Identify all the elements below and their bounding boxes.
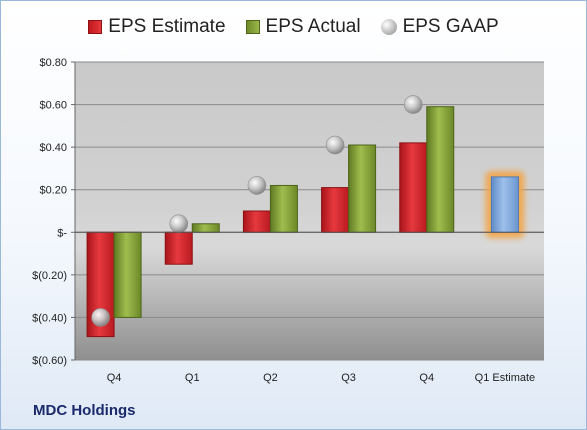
bar-eps-actual <box>113 231 142 318</box>
x-tick-label: Q4 <box>107 372 122 384</box>
marker-eps-gaap <box>325 135 345 155</box>
bar-eps-actual <box>191 223 220 233</box>
y-tick-label: $(0.40) <box>32 312 67 324</box>
legend-item-gaap: EPS GAAP <box>380 16 499 38</box>
x-tick-label: Q1 <box>185 372 200 384</box>
y-tick-label: $0.20 <box>39 185 67 197</box>
bar-eps-estimate <box>164 231 193 265</box>
legend-item-actual: EPS Actual <box>245 16 361 38</box>
y-tick-label: $(0.60) <box>32 355 67 367</box>
marker-eps-gaap <box>91 308 110 327</box>
x-tick-label: Q1 Estimate <box>475 372 536 384</box>
plot-area <box>75 62 544 360</box>
marker-eps-gaap <box>247 176 267 195</box>
legend-item-estimate: EPS Estimate <box>88 16 226 38</box>
bar-eps-actual <box>426 106 455 233</box>
legend-label-gaap: EPS GAAP <box>402 16 499 37</box>
bar-eps-estimate <box>242 210 271 233</box>
y-tick-label: $0.40 <box>39 142 67 154</box>
y-tick-label: $- <box>57 227 67 239</box>
y-tick-label: $0.60 <box>39 100 67 112</box>
marker-eps-gaap <box>169 214 189 234</box>
legend-swatch-estimate <box>88 20 103 34</box>
legend-label-estimate: EPS Estimate <box>108 16 226 37</box>
y-tick-label: $(0.20) <box>32 270 67 282</box>
bar-eps-actual <box>348 144 377 233</box>
x-tick-label: Q3 <box>341 372 356 384</box>
company-name: MDC Holdings <box>33 402 136 419</box>
bar-eps-actual <box>269 184 298 233</box>
marker-eps-gaap <box>403 95 423 114</box>
legend-swatch-actual <box>245 20 260 34</box>
y-tick-label: $0.80 <box>39 57 67 69</box>
legend-swatch-gaap <box>380 19 397 35</box>
bar-eps-estimate <box>321 187 350 233</box>
bar-eps-estimate <box>399 142 428 233</box>
x-tick-label: Q4 <box>419 372 434 384</box>
x-tick-label: Q2 <box>263 372 278 384</box>
legend-label-actual: EPS Actual <box>265 16 361 37</box>
bar-eps-estimate-forecast <box>490 176 519 233</box>
legend: EPS Estimate EPS Actual EPS GAAP <box>0 12 587 42</box>
